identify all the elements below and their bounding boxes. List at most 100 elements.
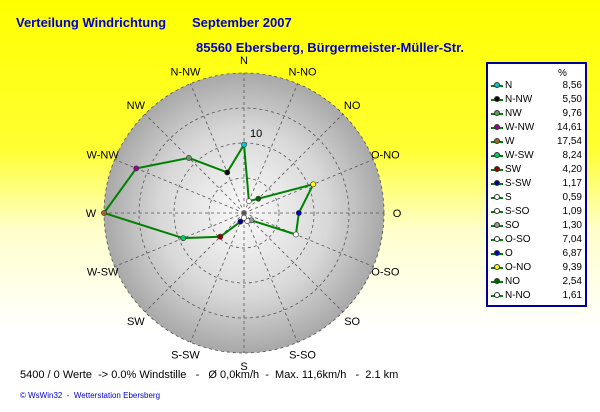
legend-name: SO xyxy=(505,220,520,231)
grid-ring xyxy=(173,142,315,284)
legend-marker xyxy=(494,194,500,200)
grid-spoke xyxy=(243,159,374,214)
legend-value: 8,24 xyxy=(562,150,582,161)
direction-label: W-NW xyxy=(87,149,120,161)
legend-name: S-SO xyxy=(505,206,530,217)
legend-item: N-NW 5,50 xyxy=(488,94,585,106)
ring-label: 10 xyxy=(250,128,262,140)
direction-label: SW xyxy=(127,316,145,328)
direction-label: N xyxy=(240,55,248,67)
legend-marker xyxy=(494,236,500,242)
legend-value: 14,61 xyxy=(556,122,582,133)
legend-value: 4,20 xyxy=(562,164,582,175)
legend-marker xyxy=(494,82,500,88)
direction-label: NW xyxy=(127,100,146,112)
legend-marker xyxy=(494,110,500,116)
legend-name: O-NO xyxy=(505,262,532,273)
grid-spoke xyxy=(190,83,245,214)
legend-marker xyxy=(494,96,500,102)
legend-marker xyxy=(494,250,500,256)
data-point xyxy=(180,235,187,242)
grid-spoke xyxy=(243,212,374,267)
legend-name: O-SO xyxy=(505,234,531,245)
legend-value: 17,54 xyxy=(556,136,582,147)
legend-value: 1,61 xyxy=(562,290,582,301)
data-point xyxy=(310,181,317,188)
legend-name: N-NO xyxy=(505,290,531,301)
direction-label: O xyxy=(393,208,402,220)
legend-marker xyxy=(494,208,500,214)
legend-name: S-SW xyxy=(505,178,532,189)
data-point xyxy=(186,155,192,161)
data-point xyxy=(241,214,247,221)
legend-value: 9,39 xyxy=(562,262,582,273)
legend-item: W-NW 14,61 xyxy=(488,122,585,134)
direction-label: W xyxy=(86,208,97,220)
data-point xyxy=(101,210,107,216)
copyright: © WsWin32 - Wetterstation Ebersberg xyxy=(20,391,161,400)
legend-unit: % xyxy=(558,68,567,79)
stats-footer: 5400 / 0 Werte -> 0.0% Windstille - Ø 0,… xyxy=(20,369,399,381)
legend-item: SO 1,30 xyxy=(488,220,585,232)
legend-name: W-NW xyxy=(505,122,535,133)
grid-ring xyxy=(208,177,280,249)
legend-value: 7,04 xyxy=(562,234,582,245)
chart-period: September 2007 xyxy=(192,15,292,30)
grid-spoke xyxy=(243,83,298,214)
grid-spoke xyxy=(144,113,245,214)
chart-station: 85560 Ebersberg, Bürgermeister-Müller-St… xyxy=(196,40,465,55)
legend-item: NW 9,76 xyxy=(488,108,585,120)
legend-item: O-SO 7,04 xyxy=(488,234,585,246)
legend-item: W 17,54 xyxy=(488,136,585,148)
legend-marker xyxy=(494,166,500,172)
legend-marker xyxy=(494,264,500,270)
legend-name: N-NW xyxy=(505,94,533,105)
legend-value: 9,76 xyxy=(562,108,582,119)
direction-label: S-SW xyxy=(171,349,200,361)
data-point xyxy=(224,169,231,176)
direction-label: N-NW xyxy=(170,67,201,79)
legend-value: 5,50 xyxy=(562,94,582,105)
legend-value: 0,59 xyxy=(562,192,582,203)
legend-value: 6,87 xyxy=(562,248,582,259)
legend-marker xyxy=(494,222,500,228)
legend-marker xyxy=(494,138,500,144)
grid-spoke xyxy=(243,212,344,313)
legend-marker xyxy=(494,292,500,298)
legend-marker xyxy=(494,152,500,158)
data-point xyxy=(217,233,224,240)
legend-item: W-SW 8,24 xyxy=(488,150,585,162)
direction-label: SO xyxy=(344,316,360,328)
legend-marker xyxy=(494,180,500,186)
legend-item: O-NO 9,39 xyxy=(488,262,585,274)
grid-spoke xyxy=(144,212,245,313)
direction-label: NO xyxy=(344,100,361,112)
direction-label: O-NO xyxy=(371,149,400,161)
data-point xyxy=(255,195,262,202)
legend-value: 8,56 xyxy=(562,80,582,91)
legend-name: O xyxy=(505,248,513,259)
data-point xyxy=(241,141,247,148)
direction-label: S-SO xyxy=(289,349,316,361)
legend-item: O 6,87 xyxy=(488,248,585,260)
legend-value: 1,09 xyxy=(562,206,582,217)
legend-name: N xyxy=(505,80,513,91)
grid-spoke xyxy=(243,113,344,214)
legend-item: S-SO 1,09 xyxy=(488,206,585,218)
legend-name: W-SW xyxy=(505,150,534,161)
direction-label: W-SW xyxy=(87,267,119,279)
data-point xyxy=(237,218,244,225)
legend-marker xyxy=(494,278,500,284)
data-point xyxy=(133,165,140,172)
legend-item: N 8,56 xyxy=(488,80,585,92)
legend-name: S xyxy=(505,192,512,203)
legend-name: NO xyxy=(505,276,520,287)
grid-spoke xyxy=(114,212,245,267)
direction-label: S xyxy=(240,361,247,373)
legend-name: W xyxy=(505,136,515,147)
direction-label: N-NO xyxy=(288,67,317,79)
legend-name: SW xyxy=(505,164,522,175)
legend-item: S-SW 1,17 xyxy=(488,178,585,190)
legend-name: NW xyxy=(505,108,522,119)
